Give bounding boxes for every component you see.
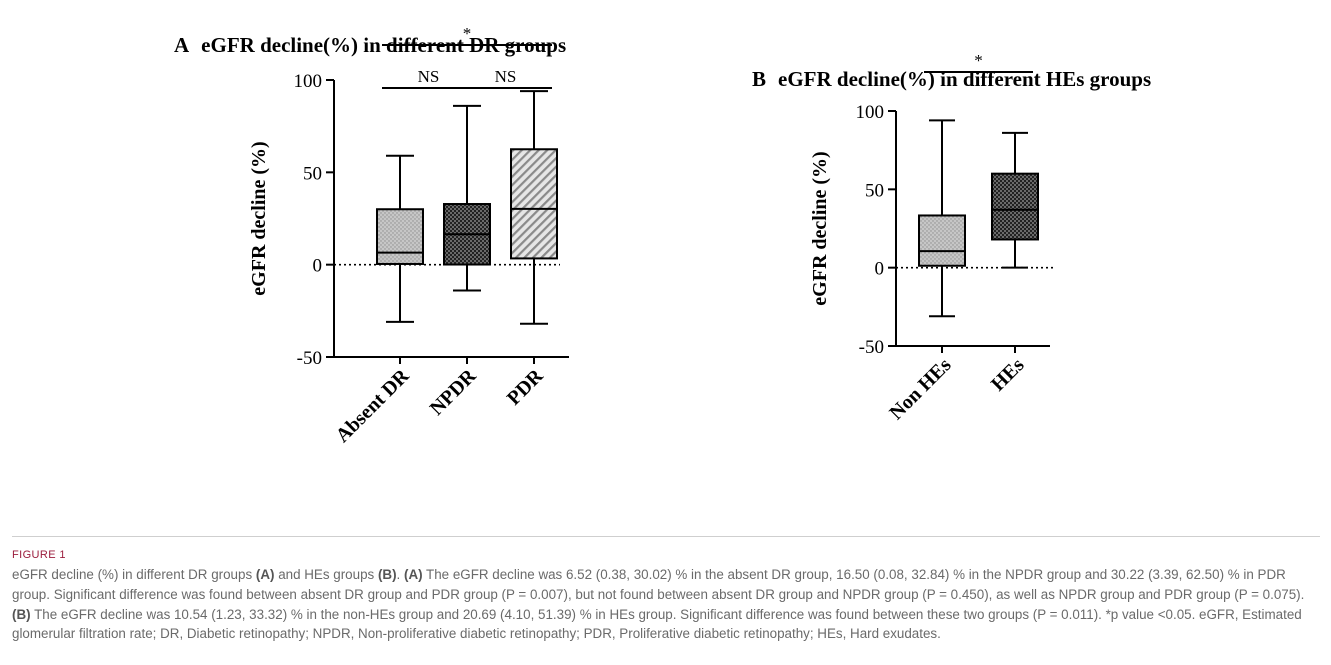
panel-title-text: eGFR decline(%) in different HEs groups [778,67,1151,91]
caption-panel-ref: (B) [377,567,397,582]
caption-panel-ref: (A) [403,567,423,582]
y-tick-label: 0 [313,256,323,277]
figure-label: FIGURE 1 [12,549,66,561]
x-category-label: PDR [503,365,548,410]
y-axis-label: eGFR decline (%) [248,141,270,295]
caption-run: and HEs groups [274,567,378,582]
box-iqr [991,172,1039,241]
caption-run: The eGFR decline was 10.54 (1.23, 33.32)… [12,606,1302,642]
y-tick-label: 50 [865,180,884,201]
y-tick-label: 100 [294,71,323,92]
x-category-label: Non HEs [885,354,955,424]
significance-label: NS [495,67,517,86]
caption-panel-ref: (B) [12,606,31,622]
panel-letter: A [174,33,190,57]
caption-panel-ref: (A) [255,567,275,582]
caption-run: The eGFR decline was 6.52 (0.38, 30.02) … [12,567,1305,602]
y-tick-label: 100 [856,102,885,123]
x-category-label: Absent DR [332,365,414,447]
x-category-label: NPDR [426,365,481,420]
box-iqr [376,208,424,265]
panel-letter: B [752,67,766,91]
y-tick-label: -50 [297,348,322,369]
significance-label: NS [418,67,440,86]
figure-caption: FIGURE 1 eGFR decline (%) in different D… [12,536,1320,644]
caption-run: eGFR decline (%) in different DR groups [12,567,256,582]
y-tick-label: -50 [859,337,884,358]
y-tick-label: 0 [875,259,885,280]
box-iqr [510,148,558,260]
y-axis-label: eGFR decline (%) [809,151,831,305]
significance-label: * [974,51,983,70]
box-iqr [918,214,966,267]
caption-text: eGFR decline (%) in different DR groups … [12,565,1320,644]
caption-run: . [396,567,404,582]
significance-label: * [463,24,472,43]
x-category-label: HEs [987,354,1029,396]
y-tick-label: 50 [303,163,322,184]
